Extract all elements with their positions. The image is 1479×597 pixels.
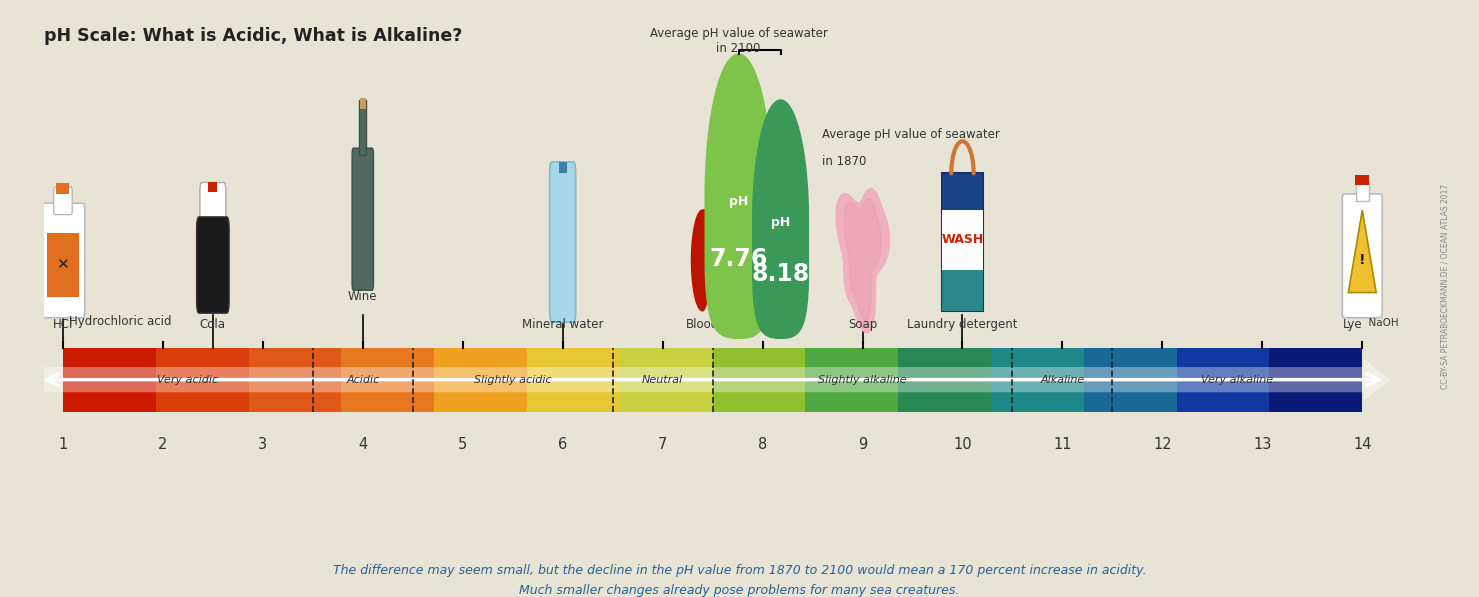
Text: 11: 11 [1053, 437, 1072, 452]
Text: Blood: Blood [686, 318, 719, 331]
Text: 7: 7 [658, 437, 667, 452]
Text: 7.76: 7.76 [710, 247, 768, 272]
FancyBboxPatch shape [197, 217, 229, 313]
Text: pH Scale: What is Acidic, What is Alkaline?: pH Scale: What is Acidic, What is Alkali… [44, 27, 463, 45]
Bar [1355, 175, 1370, 185]
Bar [359, 98, 365, 109]
Bar [527, 347, 620, 412]
Text: 10: 10 [952, 437, 972, 452]
Text: Soap: Soap [847, 318, 877, 331]
Bar [359, 100, 367, 155]
Bar [559, 162, 566, 173]
Text: Hydrochloric acid: Hydrochloric acid [68, 315, 172, 328]
Polygon shape [692, 205, 714, 311]
Text: CC-BY-SA PETRABOECKMANN.DE / OCEAN ATLAS 2017: CC-BY-SA PETRABOECKMANN.DE / OCEAN ATLAS… [1441, 184, 1449, 389]
Bar [991, 347, 1084, 412]
Text: The difference may seem small, but the decline in the pH value from 1870 to 2100: The difference may seem small, but the d… [333, 564, 1146, 577]
Bar [56, 183, 70, 194]
Text: Neutral: Neutral [642, 375, 683, 384]
Text: 8.18: 8.18 [751, 262, 809, 286]
Text: 12: 12 [1154, 437, 1171, 452]
Text: 9: 9 [858, 437, 867, 452]
Text: 13: 13 [1253, 437, 1272, 452]
Bar [1084, 347, 1177, 412]
Bar [620, 347, 713, 412]
Bar [342, 347, 435, 412]
Text: Laundry detergent: Laundry detergent [907, 318, 1018, 331]
Bar [1356, 183, 1368, 201]
Text: Average pH value of seawater: Average pH value of seawater [822, 128, 1000, 140]
Text: HCl: HCl [53, 318, 72, 331]
Text: Very acidic: Very acidic [157, 375, 219, 384]
FancyBboxPatch shape [53, 187, 72, 214]
Text: !: ! [1359, 254, 1365, 267]
Text: Mineral water: Mineral water [522, 318, 603, 331]
Text: Wine: Wine [348, 290, 377, 303]
Text: Cola: Cola [200, 318, 226, 331]
Text: 3: 3 [259, 437, 268, 452]
Bar [1177, 347, 1269, 412]
Text: Lye: Lye [1343, 318, 1362, 331]
Text: Much smaller changes already pose problems for many sea creatures.: Much smaller changes already pose proble… [519, 584, 960, 597]
FancyBboxPatch shape [41, 203, 84, 318]
Text: Slightly alkaline: Slightly alkaline [818, 375, 907, 384]
Text: 1: 1 [58, 437, 68, 452]
Bar [713, 347, 806, 412]
FancyBboxPatch shape [200, 183, 226, 256]
Text: 14: 14 [1353, 437, 1371, 452]
Bar [942, 173, 984, 311]
Text: Very alkaline: Very alkaline [1201, 375, 1273, 384]
Bar [898, 347, 991, 412]
Text: Slightly acidic: Slightly acidic [473, 375, 552, 384]
FancyBboxPatch shape [352, 148, 374, 290]
Text: WASH: WASH [941, 233, 984, 247]
Text: 2: 2 [158, 437, 167, 452]
Text: Alkaline: Alkaline [1040, 375, 1084, 384]
Bar [64, 347, 155, 412]
FancyBboxPatch shape [1343, 194, 1383, 318]
Bar [209, 181, 217, 192]
Polygon shape [836, 189, 889, 333]
FancyBboxPatch shape [550, 162, 575, 322]
Bar [248, 347, 342, 412]
Polygon shape [753, 100, 809, 338]
Bar [806, 347, 898, 412]
Bar [1269, 347, 1362, 412]
Text: Average pH value of seawater
in 2100: Average pH value of seawater in 2100 [649, 27, 828, 55]
Text: ✕: ✕ [56, 257, 70, 272]
Text: pH: pH [771, 216, 790, 229]
Bar [435, 347, 527, 412]
Bar [155, 347, 248, 412]
Bar [942, 210, 984, 270]
Text: NaOH: NaOH [1362, 318, 1399, 328]
Text: 8: 8 [757, 437, 768, 452]
Polygon shape [705, 54, 772, 338]
Text: pH: pH [729, 195, 748, 208]
Bar [47, 233, 80, 297]
Text: Acidic: Acidic [346, 375, 380, 384]
Text: 4: 4 [358, 437, 367, 452]
FancyArrow shape [35, 359, 1390, 400]
Polygon shape [845, 198, 881, 321]
Bar [942, 270, 984, 311]
Text: in 1870: in 1870 [822, 155, 867, 168]
Polygon shape [1349, 210, 1375, 293]
Text: 6: 6 [558, 437, 568, 452]
Text: 5: 5 [458, 437, 467, 452]
